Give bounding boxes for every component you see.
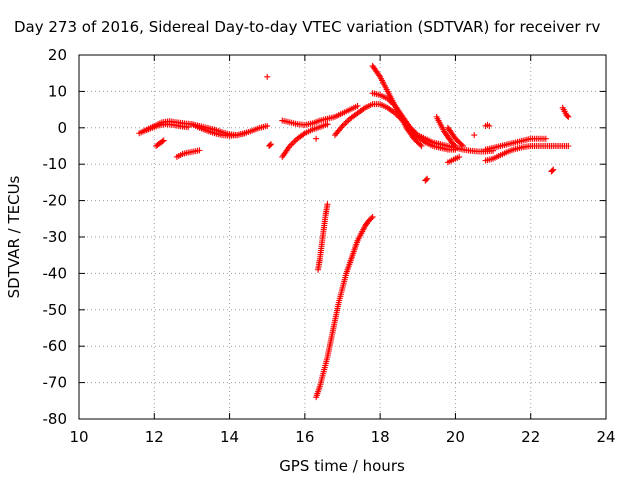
series-arc-24: [482, 135, 549, 153]
series-arc-7: [266, 141, 274, 149]
y-tick-label: -80: [43, 410, 68, 428]
series-arc-19: [444, 124, 466, 149]
data-point: [368, 215, 375, 222]
series-arc-25: [548, 166, 557, 175]
series-arc-5: [188, 121, 248, 139]
grid: [79, 55, 606, 419]
data-point: [313, 135, 320, 142]
y-tick-label: -70: [43, 374, 68, 392]
data-point: [418, 143, 425, 149]
data-point: [565, 113, 572, 120]
axis-ticks: [78, 54, 607, 420]
data-point: [456, 153, 463, 160]
series-arc-9: [279, 121, 331, 160]
series-arc-26: [559, 104, 572, 120]
data-point: [369, 213, 376, 220]
plot-frame: [78, 54, 607, 420]
series-arc-10: [313, 135, 320, 142]
data-point: [324, 201, 331, 208]
x-tick-label: 10: [69, 428, 88, 446]
y-tick-label: 10: [48, 82, 67, 100]
x-tick-label: 18: [371, 428, 390, 446]
y-tick-label: -10: [43, 155, 68, 173]
y-tick-label: -30: [43, 228, 68, 246]
data-point: [291, 138, 298, 145]
y-tick-labels: -80 -70 -60 -50 -40 -30 -20 -10 0 10 20: [43, 46, 68, 428]
series-arc-16: [369, 90, 459, 153]
data-point: [486, 122, 493, 129]
data-point: [289, 140, 296, 147]
data-point: [267, 142, 274, 149]
y-tick-label: -60: [43, 337, 68, 355]
data-point: [423, 176, 430, 183]
series-arc-11: [324, 121, 331, 128]
y-tick-label: -40: [43, 264, 68, 282]
y-tick-label: -20: [43, 192, 68, 210]
series-arc-6: [264, 73, 271, 80]
data-point: [542, 135, 549, 142]
data-points: [136, 62, 572, 401]
data-point: [471, 132, 478, 139]
x-tick-label: 24: [596, 428, 615, 446]
data-point: [550, 166, 557, 173]
series-arc-18: [433, 113, 459, 149]
series-arc-23: [482, 143, 572, 164]
data-point: [341, 121, 348, 128]
data-point: [344, 118, 351, 125]
y-tick-label: -50: [43, 301, 68, 319]
chart-title: Day 273 of 2016, Sidereal Day-to-day VTE…: [14, 18, 600, 36]
x-tick-label: 14: [220, 428, 239, 446]
data-point: [424, 175, 431, 182]
series-arc-20: [444, 153, 463, 166]
series-arc-17: [422, 175, 431, 184]
x-tick-label: 16: [295, 428, 314, 446]
data-point: [342, 120, 349, 127]
x-tick-label: 22: [521, 428, 540, 446]
data-point: [451, 141, 458, 148]
data-point: [241, 130, 248, 137]
series-arc-13: [313, 213, 376, 401]
data-point: [452, 143, 459, 149]
series-arc-22: [482, 121, 493, 129]
data-point: [196, 147, 203, 154]
y-axis-title: SDTVAR / TECUs: [5, 175, 23, 298]
data-point: [549, 167, 556, 174]
data-point: [564, 112, 571, 119]
x-axis-title: GPS time / hours: [279, 457, 405, 475]
series-arc-12: [315, 201, 331, 273]
data-point: [458, 141, 465, 148]
series-arc-21: [471, 132, 478, 139]
y-tick-label: 20: [48, 46, 67, 64]
data-point: [185, 124, 192, 131]
series-arc-2: [139, 121, 192, 135]
data-point: [459, 143, 466, 149]
x-tick-label: 12: [145, 428, 164, 446]
x-tick-label: 20: [446, 428, 465, 446]
y-tick-label: 0: [57, 119, 67, 137]
data-point: [417, 141, 424, 148]
series-arc-8: [279, 102, 361, 128]
x-tick-labels: 10 12 14 16 18 20 22 24: [69, 428, 615, 446]
data-point: [565, 143, 572, 149]
data-point: [376, 72, 383, 79]
data-point: [159, 138, 166, 145]
data-point: [354, 102, 361, 109]
data-point: [264, 73, 271, 80]
data-point: [324, 121, 331, 128]
series-arc-3: [153, 137, 167, 149]
series-arc-4: [173, 147, 203, 160]
data-point: [160, 137, 167, 144]
data-point: [264, 122, 271, 129]
data-point: [267, 141, 274, 148]
